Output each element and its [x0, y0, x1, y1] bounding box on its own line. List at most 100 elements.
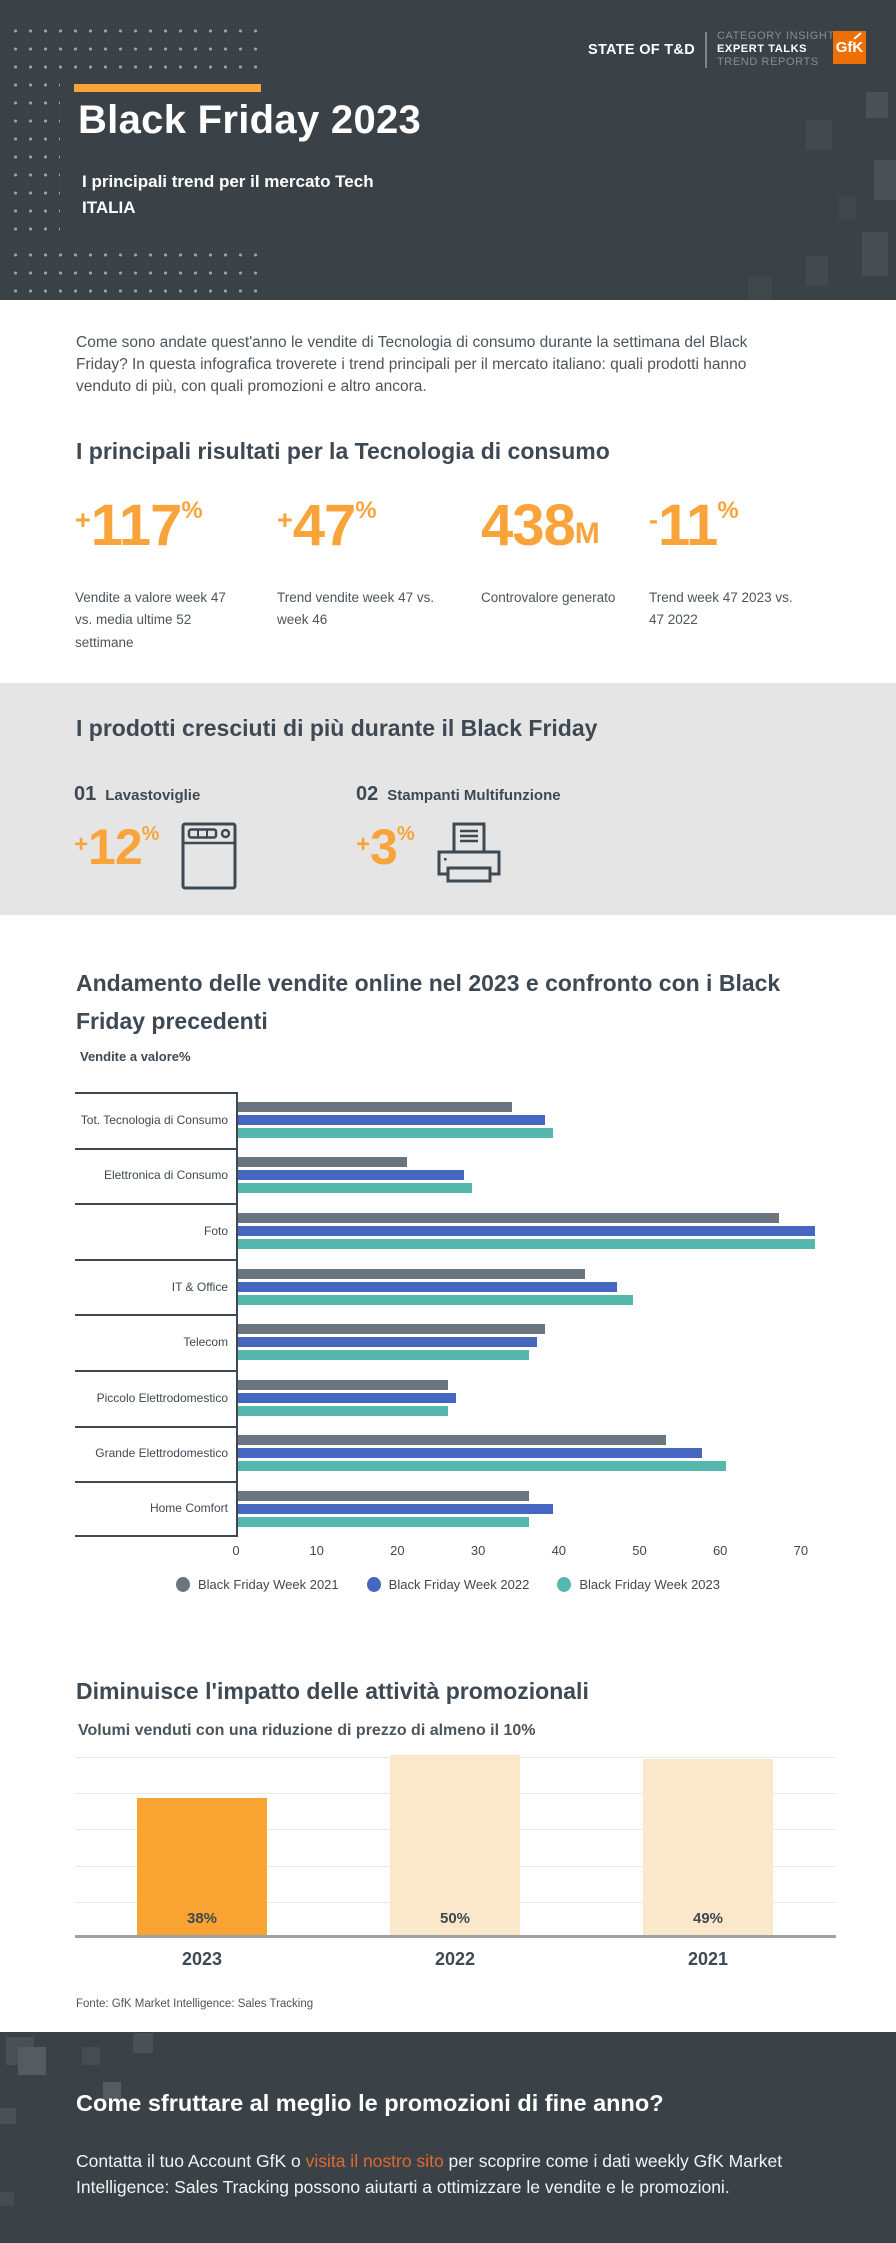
brand-line-category-insights: CATEGORY INSIGHTS — [716, 30, 843, 42]
footer: Come sfruttare al meglio le promozioni d… — [0, 2032, 896, 2243]
bar-black-friday-week-2023 — [238, 1405, 448, 1416]
footer-title: Come sfruttare al meglio le promozioni d… — [76, 2090, 664, 2116]
legend-swatch — [557, 1577, 572, 1592]
bar-black-friday-week-2021 — [238, 1101, 513, 1112]
bar-black-friday-week-2022 — [238, 1114, 545, 1125]
bar-black-friday-week-2023 — [238, 1516, 529, 1527]
bar-black-friday-week-2023 — [238, 1238, 815, 1249]
chart-category-label: Piccolo Elettrodomestico — [75, 1369, 236, 1426]
bar-black-friday-week-2021 — [238, 1157, 408, 1168]
chart-row: IT & Office — [75, 1258, 865, 1315]
kpi-unit: % — [355, 497, 377, 524]
header: Black Friday 2023 I principali trend per… — [0, 0, 896, 300]
legend-label: Black Friday Week 2022 — [388, 1577, 530, 1592]
bar-black-friday-week-2021 — [238, 1435, 666, 1446]
chart-bar-group — [236, 1203, 865, 1259]
bar-black-friday-week-2023 — [238, 1127, 553, 1138]
gfk-logo: GfK — [833, 31, 866, 64]
chart-row: Home Comfort — [75, 1481, 865, 1537]
chart-category-label: Home Comfort — [75, 1481, 236, 1537]
footer-text: Contatta il tuo Account GfK o visita il … — [76, 2148, 868, 2201]
promo-bar-2023: 38% — [137, 1798, 267, 1936]
kpi-sign: + — [277, 505, 293, 535]
online-sales-chart-section: Andamento delle vendite online nel 2023 … — [0, 915, 896, 1640]
dishwasher-icon — [181, 822, 237, 895]
chart-bar-group — [236, 1369, 865, 1426]
results-title: I principali risultati per la Tecnologia… — [76, 438, 610, 464]
kpi-row: +117% Vendite a valore week 47 vs. media … — [75, 492, 875, 654]
brand-lines: CATEGORY INSIGHTS EXPERT TALKS TREND REP… — [717, 30, 843, 70]
kpi-item: +47% Trend vendite week 47 vs. week 46 — [277, 492, 481, 654]
bar-black-friday-week-2021 — [238, 1379, 448, 1390]
page-title: Black Friday 2023 — [78, 98, 422, 142]
promo-title: Diminuisce l'impatto delle attività prom… — [76, 1678, 589, 1704]
decor-square — [748, 276, 772, 300]
legend-label: Black Friday Week 2021 — [197, 1577, 339, 1592]
footer-site-link[interactable]: visita il nostro sito — [305, 2151, 444, 2171]
kpi-label: Controvalore generato — [481, 590, 616, 605]
kpi-sign: + — [75, 505, 91, 535]
chart-bar-group — [236, 1481, 865, 1537]
chart-bar-group — [236, 1425, 865, 1482]
product-row: +12% — [74, 818, 237, 895]
product-growth-unit: % — [396, 823, 415, 845]
kpi-number: 438M — [481, 492, 649, 559]
bar-black-friday-week-2023 — [238, 1183, 473, 1194]
bar-black-friday-week-2022 — [238, 1170, 464, 1181]
brand-line-trend-reports: TREND REPORTS — [716, 56, 819, 69]
online-chart-title: Andamento delle vendite online nel 2023 … — [76, 970, 781, 1034]
legend-item: Black Friday Week 2021 — [175, 1577, 339, 1592]
footer-text-before: Contatta il tuo Account GfK o — [76, 2151, 306, 2171]
decor-square — [0, 2192, 14, 2206]
x-axis-tick: 40 — [551, 1542, 567, 1558]
kpi-value: 47 — [292, 493, 357, 558]
product-rank: 02 — [356, 783, 379, 805]
bar-black-friday-week-2022 — [238, 1337, 537, 1348]
kpi-item: -11% Trend week 47 2023 vs. 47 2022 — [649, 492, 849, 654]
product-header: 01 Lavastoviglie — [74, 783, 237, 806]
decor-square — [82, 2047, 100, 2065]
product-growth-sign: + — [356, 831, 371, 858]
product-row: +3% — [356, 818, 561, 889]
chart-category-label: Telecom — [75, 1314, 236, 1370]
promo-subtitle: Volumi venduti con una riduzione di prez… — [78, 1722, 536, 1739]
x-axis-tick: 20 — [390, 1542, 405, 1558]
x-axis-tick: 10 — [309, 1542, 324, 1558]
bar-black-friday-week-2023 — [238, 1461, 727, 1472]
top-products-section: I prodotti cresciuti di più durante il B… — [0, 683, 896, 915]
promo-bar-value: 49% — [692, 1910, 724, 1927]
dot-pattern — [8, 22, 260, 74]
chart-category-label: Foto — [75, 1203, 236, 1259]
chart-category-label: Tot. Tecnologia di Consumo — [75, 1092, 236, 1148]
x-axis-tick: 30 — [470, 1542, 486, 1558]
chart-bar-group — [236, 1314, 865, 1370]
bar-black-friday-week-2023 — [238, 1294, 634, 1305]
chart-row: Telecom — [75, 1314, 865, 1370]
decor-square — [18, 2047, 46, 2075]
bar-black-friday-week-2021 — [238, 1490, 529, 1501]
decor-square — [866, 92, 888, 118]
chart-category-label: Elettronica di Consumo — [75, 1147, 236, 1204]
x-axis-tick: 0 — [232, 1542, 240, 1558]
chart-bar-group — [236, 1147, 865, 1204]
chart-row: Tot. Tecnologia di Consumo — [75, 1092, 865, 1148]
product-rank: 01 — [74, 783, 97, 805]
kpi-value: 438 — [481, 493, 576, 558]
promo-bar-value: 38% — [186, 1910, 218, 1927]
kpi-label: Trend vendite week 47 vs. week 46 — [277, 590, 435, 628]
kpi-unit: % — [181, 497, 203, 524]
top-products-title: I prodotti cresciuti di più durante il B… — [76, 715, 598, 741]
kpi-label: Vendite a valore week 47 vs. media ultim… — [75, 590, 226, 650]
legend-label: Black Friday Week 2023 — [579, 1577, 720, 1592]
decor-square — [874, 160, 896, 200]
chart-row: Foto — [75, 1203, 865, 1259]
brand-block: STATE OF T&D CATEGORY INSIGHTS EXPERT TA… — [588, 30, 843, 70]
intro-section: Come sono andate quest'anno le vendite d… — [0, 300, 896, 683]
online-chart-legend: Black Friday Week 2021 Black Friday Week … — [0, 1577, 896, 1592]
dot-pattern — [8, 76, 60, 244]
chart-bar-group — [236, 1092, 865, 1148]
bar-black-friday-week-2022 — [238, 1392, 456, 1403]
online-chart-rows: Tot. Tecnologia di Consumo Elettronica di… — [75, 1092, 865, 1537]
legend-swatch — [175, 1577, 190, 1592]
kpi-number: +47% — [277, 492, 481, 559]
